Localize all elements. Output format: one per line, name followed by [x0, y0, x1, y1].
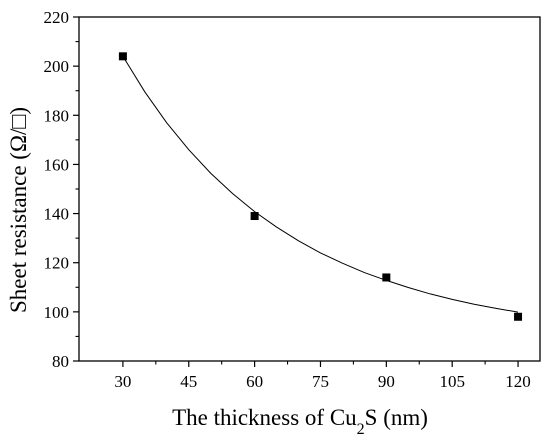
x-axis-label-prefix: The thickness of Cu	[172, 405, 357, 430]
y-tick-label: 140	[44, 205, 70, 224]
data-point	[250, 212, 259, 221]
x-tick-label: 120	[505, 372, 531, 391]
y-tick-label: 120	[44, 254, 70, 273]
x-axis-label-suffix: S (nm)	[365, 405, 428, 430]
data-point	[382, 273, 391, 282]
x-tick-label: 45	[180, 372, 197, 391]
x-tick-label: 75	[312, 372, 329, 391]
y-tick-label: 80	[52, 352, 69, 371]
x-axis-label-subscript: 2	[357, 421, 365, 438]
y-tick-label: 160	[44, 155, 70, 174]
fit-layer	[122, 56, 519, 313]
x-tick-label: 30	[114, 372, 131, 391]
y-tick-label: 200	[44, 57, 70, 76]
ticks-layer: 30 45 60 75 90 105 120 80 100 120 140 160 180 200 220	[44, 8, 531, 391]
x-tick-label: 60	[246, 372, 263, 391]
y-tick-label: 220	[44, 8, 70, 27]
y-tick-label: 100	[44, 303, 70, 322]
x-tick-label: 105	[439, 372, 465, 391]
axes-layer	[78, 16, 541, 362]
y-tick-label: 180	[44, 106, 70, 125]
x-tick-label: 90	[378, 372, 395, 391]
fit-curve	[122, 56, 519, 313]
x-axis-label: The thickness of Cu2S (nm)	[172, 405, 428, 438]
data-point	[118, 52, 127, 61]
data-point	[514, 312, 523, 321]
points-layer	[118, 52, 523, 321]
plot-frame	[78, 16, 541, 362]
y-axis-label: Sheet resistance (Ω/□)	[6, 107, 31, 313]
